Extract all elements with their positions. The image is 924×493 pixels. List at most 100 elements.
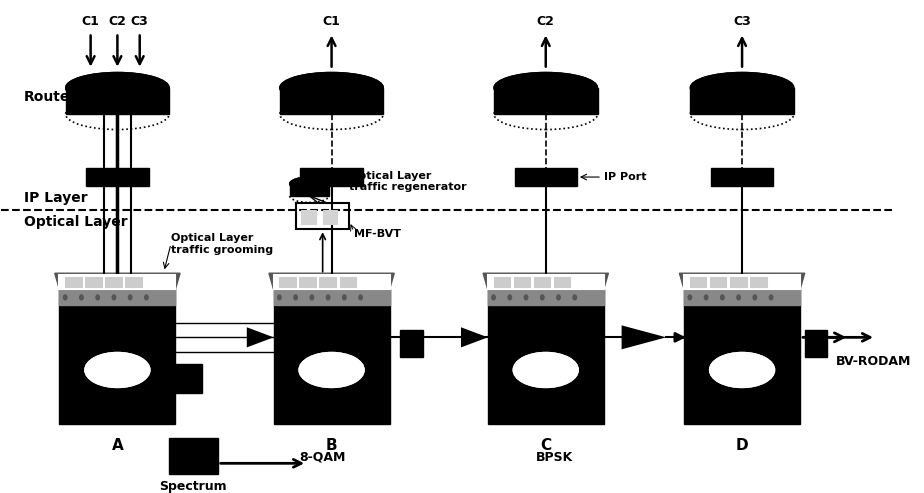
Bar: [322, 210, 337, 224]
Text: C3: C3: [734, 15, 751, 28]
Ellipse shape: [710, 352, 774, 387]
Text: C1: C1: [322, 15, 341, 28]
Text: 8-QAM: 8-QAM: [299, 451, 346, 464]
Ellipse shape: [66, 72, 169, 103]
Bar: [301, 210, 315, 224]
Bar: [85, 277, 102, 287]
Ellipse shape: [277, 295, 281, 300]
Bar: [515, 168, 577, 186]
Text: A: A: [112, 438, 123, 453]
Bar: [494, 88, 598, 114]
Bar: [400, 330, 422, 356]
Ellipse shape: [343, 295, 346, 300]
Ellipse shape: [79, 295, 83, 300]
Text: C2: C2: [537, 15, 554, 28]
Ellipse shape: [326, 295, 330, 300]
Polygon shape: [483, 273, 608, 289]
Ellipse shape: [753, 295, 757, 300]
Bar: [300, 168, 363, 186]
Bar: [274, 289, 390, 306]
Ellipse shape: [492, 295, 495, 300]
Ellipse shape: [359, 295, 362, 300]
Text: C1: C1: [81, 15, 100, 28]
Bar: [553, 277, 570, 287]
Ellipse shape: [294, 295, 298, 300]
Bar: [86, 168, 149, 186]
Polygon shape: [269, 273, 395, 289]
Ellipse shape: [736, 295, 740, 300]
Bar: [289, 184, 329, 196]
Bar: [488, 289, 603, 306]
Ellipse shape: [310, 295, 313, 300]
Ellipse shape: [721, 295, 724, 300]
Bar: [488, 275, 603, 289]
Ellipse shape: [64, 295, 67, 300]
Bar: [320, 277, 336, 287]
Polygon shape: [622, 325, 666, 350]
Bar: [750, 277, 767, 287]
Text: Optical Layer
traffic grooming: Optical Layer traffic grooming: [171, 233, 274, 254]
Polygon shape: [247, 327, 274, 348]
Bar: [66, 88, 169, 114]
Ellipse shape: [145, 295, 148, 300]
Text: IP Port: IP Port: [603, 172, 646, 182]
Text: Optical Layer: Optical Layer: [24, 215, 128, 229]
Ellipse shape: [770, 295, 772, 300]
Bar: [279, 277, 296, 287]
Text: MF-BVT: MF-BVT: [354, 229, 401, 239]
Bar: [534, 277, 550, 287]
Bar: [59, 289, 176, 306]
Bar: [296, 203, 349, 229]
Text: IP Layer: IP Layer: [24, 191, 88, 205]
Ellipse shape: [690, 72, 794, 103]
Bar: [105, 277, 122, 287]
Ellipse shape: [289, 177, 329, 190]
Polygon shape: [55, 273, 180, 289]
Bar: [274, 275, 390, 289]
Text: B: B: [326, 438, 337, 453]
Text: Spectrum: Spectrum: [160, 480, 227, 493]
Bar: [274, 289, 390, 423]
Ellipse shape: [128, 295, 132, 300]
Bar: [805, 330, 827, 356]
Bar: [514, 277, 530, 287]
Bar: [339, 277, 356, 287]
Bar: [684, 289, 800, 423]
Bar: [488, 289, 603, 423]
Bar: [493, 277, 510, 287]
Ellipse shape: [541, 295, 544, 300]
Text: BV-RODAM: BV-RODAM: [836, 355, 911, 368]
Text: Router: Router: [24, 90, 77, 105]
Text: D: D: [736, 438, 748, 453]
Bar: [280, 88, 383, 114]
Ellipse shape: [688, 295, 691, 300]
Bar: [684, 275, 800, 289]
Bar: [169, 438, 218, 474]
Bar: [176, 364, 202, 392]
Ellipse shape: [280, 72, 383, 103]
Ellipse shape: [112, 295, 116, 300]
Text: C3: C3: [131, 15, 149, 28]
Text: C: C: [541, 438, 552, 453]
Bar: [126, 277, 142, 287]
Bar: [690, 88, 794, 114]
Bar: [730, 277, 747, 287]
Ellipse shape: [85, 352, 150, 387]
Ellipse shape: [704, 295, 708, 300]
Bar: [66, 277, 81, 287]
Bar: [711, 168, 773, 186]
Bar: [690, 277, 707, 287]
Bar: [59, 275, 176, 289]
Ellipse shape: [573, 295, 577, 300]
Bar: [710, 277, 726, 287]
Ellipse shape: [96, 295, 100, 300]
Polygon shape: [679, 273, 805, 289]
Ellipse shape: [508, 295, 512, 300]
Ellipse shape: [299, 352, 364, 387]
Bar: [299, 277, 316, 287]
Bar: [59, 289, 176, 423]
Text: Optical Layer
traffic regenerator: Optical Layer traffic regenerator: [349, 171, 467, 192]
Bar: [684, 289, 800, 306]
Text: BPSK: BPSK: [536, 451, 573, 464]
Ellipse shape: [494, 72, 598, 103]
